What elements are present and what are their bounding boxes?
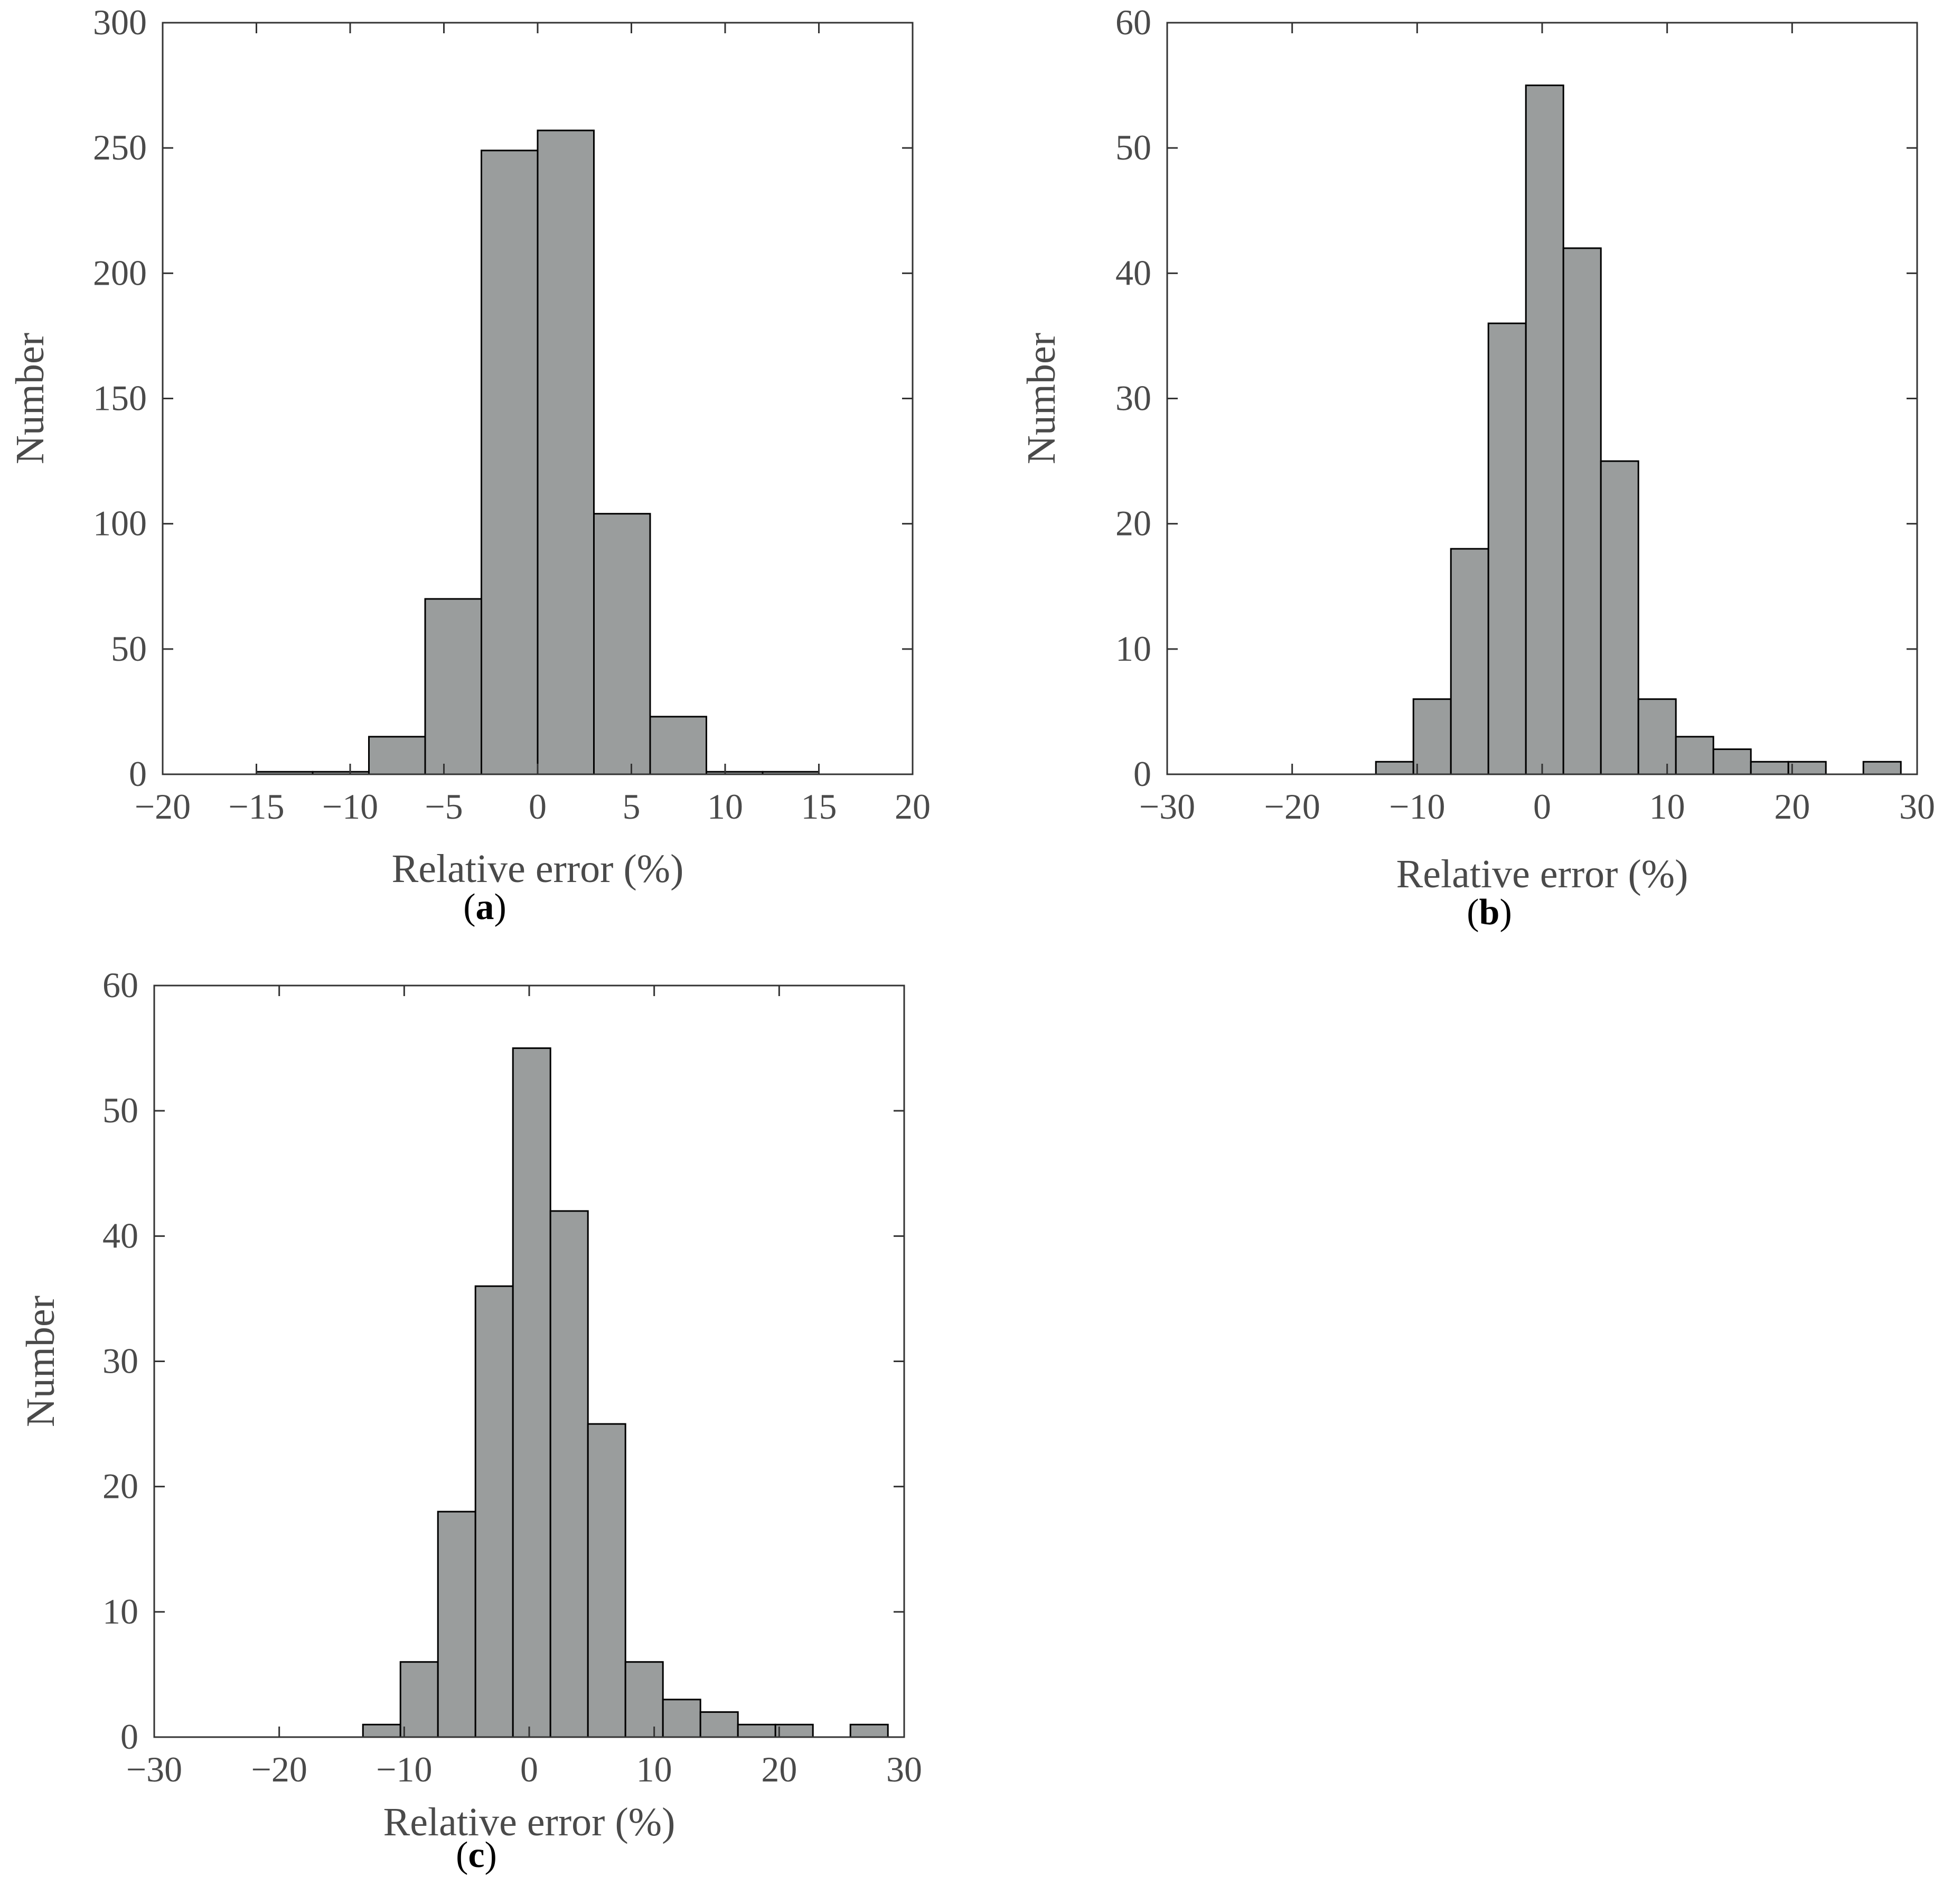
y-tick-label: 20 <box>1115 503 1151 543</box>
y-tick-label: 60 <box>1115 2 1151 42</box>
x-tick-label: 10 <box>636 1749 672 1789</box>
y-tick-label: 100 <box>93 503 147 543</box>
y-tick-label: 30 <box>102 1341 138 1381</box>
histogram-bar <box>1787 761 1827 775</box>
y-tick-label: 10 <box>1115 629 1151 669</box>
x-tick-label: −20 <box>135 786 191 827</box>
histogram-bar <box>849 1723 889 1738</box>
x-tick-label: 0 <box>529 786 547 827</box>
panel-label-letter: a <box>476 887 494 927</box>
x-tick-label: 30 <box>1899 786 1935 827</box>
y-tick-label: 250 <box>93 127 147 167</box>
panel-label: (b) <box>1467 892 1512 933</box>
x-tick-label: 10 <box>707 786 743 827</box>
histogram-bar <box>1675 736 1714 775</box>
y-tick-label: 300 <box>93 2 147 42</box>
histogram-bar <box>1375 761 1414 775</box>
histogram-bar <box>368 736 426 775</box>
y-tick-label: 40 <box>1115 252 1151 293</box>
histogram-bar <box>593 513 651 775</box>
histogram-bar <box>399 1661 439 1738</box>
histogram-bar <box>1450 548 1489 775</box>
histogram-bar <box>1487 322 1527 775</box>
x-tick-label: 20 <box>895 786 931 827</box>
histogram-bar <box>362 1723 401 1738</box>
y-tick-label: 40 <box>102 1215 138 1255</box>
y-axis-title: Number <box>18 1296 63 1427</box>
panel-label: (a) <box>463 887 506 927</box>
x-tick-label: −5 <box>425 786 463 827</box>
y-axis-title: Number <box>8 333 52 464</box>
x-tick-label: 30 <box>886 1749 922 1789</box>
histogram-bar <box>737 1723 776 1738</box>
histogram-bar <box>437 1511 476 1738</box>
x-tick-label: −20 <box>1264 786 1320 827</box>
x-tick-label: −10 <box>322 786 378 827</box>
y-tick-label: 150 <box>93 378 147 418</box>
histogram-bar <box>699 1711 739 1738</box>
histogram-bar <box>1862 761 1902 775</box>
y-axis-title: Number <box>1019 333 1064 464</box>
y-tick-label: 50 <box>102 1090 138 1130</box>
y-tick-label: 20 <box>102 1466 138 1506</box>
x-tick-label: 0 <box>520 1749 538 1789</box>
x-axis-title: Relative error (%) <box>1396 852 1688 896</box>
panel-c: −30 −20 −10 0 10 20 30 0 10 20 30 40 50 60 Relative er… <box>18 965 922 1875</box>
x-tick-label: −20 <box>251 1749 307 1789</box>
histogram-bar <box>774 1723 814 1738</box>
x-tick-label: 0 <box>1533 786 1551 827</box>
panel-label-letter: c <box>468 1835 484 1875</box>
panel-label: (c) <box>456 1835 497 1875</box>
x-tick-label: 15 <box>801 786 837 827</box>
x-tick-label: 20 <box>761 1749 797 1789</box>
x-tick-label: 20 <box>1774 786 1810 827</box>
panel-label-letter: b <box>1479 892 1500 933</box>
histogram-bar <box>1600 460 1639 775</box>
y-tick-label: 30 <box>1115 378 1151 418</box>
histogram-bar <box>481 149 539 775</box>
y-tick-label: 50 <box>111 629 147 669</box>
x-tick-label: −30 <box>126 1749 182 1789</box>
histogram-bar <box>424 598 482 775</box>
y-tick-label: 0 <box>1133 754 1151 794</box>
histogram-bar <box>1562 247 1602 775</box>
histogram-bar <box>662 1699 701 1738</box>
panel-a: −20 −15 −10 −5 0 5 10 15 20050100150200250300Rel… <box>8 2 931 927</box>
histogram-bar <box>649 716 707 775</box>
histogram-bar <box>549 1210 589 1738</box>
histogram-bar <box>1412 698 1452 775</box>
y-tick-label: 0 <box>129 754 147 794</box>
histogram-bar <box>537 129 595 775</box>
x-axis-title: Relative error (%) <box>392 847 684 891</box>
y-tick-label: 200 <box>93 252 147 293</box>
y-tick-label: 60 <box>102 965 138 1005</box>
histogram-bar <box>1750 761 1789 775</box>
y-tick-label: 10 <box>102 1591 138 1631</box>
x-tick-label: −15 <box>228 786 284 827</box>
histogram-bar <box>1712 748 1752 775</box>
histogram-bar <box>587 1423 626 1738</box>
x-axis-title: Relative error (%) <box>383 1800 675 1844</box>
histogram-bar <box>512 1047 551 1738</box>
panel-b: −30 −20 −10 0 10 20 30 0 10 20 30 40 50 60 Relative er… <box>1019 2 1935 933</box>
histogram-bar <box>624 1661 664 1738</box>
y-tick-label: 0 <box>120 1717 138 1757</box>
y-tick-label: 50 <box>1115 127 1151 167</box>
x-tick-label: 10 <box>1649 786 1685 827</box>
histogram-bar <box>1525 85 1564 775</box>
x-tick-label: −30 <box>1139 786 1195 827</box>
x-tick-label: −10 <box>376 1749 432 1789</box>
histogram-bar <box>1637 698 1677 775</box>
histogram-bar <box>474 1285 514 1738</box>
x-tick-label: 5 <box>623 786 641 827</box>
x-tick-label: −10 <box>1389 786 1445 827</box>
